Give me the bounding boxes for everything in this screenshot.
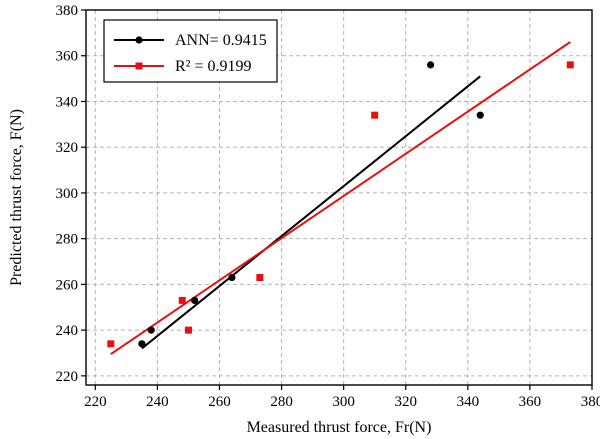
data-point-series-2 <box>566 61 574 69</box>
x-tick-label: 300 <box>332 394 355 410</box>
grid <box>86 10 592 385</box>
y-tick-label: 220 <box>56 369 79 385</box>
axis-ticks: 220 240 260 280 300 320 340 360 380 220 240 260 280 3… <box>56 3 600 410</box>
y-axis-title: Predicted thrust force, F(N) <box>8 109 25 286</box>
data-point-series-1 <box>426 61 435 69</box>
data-point-series-2 <box>178 296 186 304</box>
y-tick-label: 360 <box>56 49 79 65</box>
x-tick-label: 220 <box>84 394 107 410</box>
x-tick-label: 320 <box>394 394 417 410</box>
y-tick-label: 240 <box>56 323 79 339</box>
legend-label-series-2: R² = 0.9199 <box>175 58 252 75</box>
data-point-series-2 <box>256 274 264 282</box>
fit-lines <box>110 41 571 355</box>
x-tick-label: 280 <box>270 394 293 410</box>
y-tick-label: 340 <box>56 94 79 110</box>
fit-line-series-2 <box>110 41 571 355</box>
y-tick-label: 280 <box>56 232 79 248</box>
data-point-series-2 <box>107 340 115 348</box>
plot-frame <box>85 9 593 386</box>
fit-line-series-1 <box>141 75 481 350</box>
x-tick-label: 240 <box>146 394 169 410</box>
data-points <box>107 61 574 348</box>
data-point-series-1 <box>138 340 146 348</box>
legend-marker-series-2 <box>135 62 143 70</box>
data-point-series-1 <box>228 273 236 282</box>
y-tick-label: 300 <box>56 186 79 202</box>
legend: ANN= 0.9415 R² = 0.9199 <box>103 19 278 83</box>
legend-marker-series-1 <box>135 36 143 44</box>
legend-label-series-1: ANN= 0.9415 <box>175 32 267 49</box>
data-point-series-1 <box>191 296 199 304</box>
x-tick-label: 360 <box>519 394 542 410</box>
x-tick-label: 380 <box>581 394 600 410</box>
x-tick-label: 340 <box>457 394 480 410</box>
data-point-series-2 <box>184 326 192 334</box>
y-tick-label: 380 <box>56 3 79 19</box>
data-point-series-2 <box>371 111 379 119</box>
x-tick-label: 260 <box>208 394 231 410</box>
y-tick-label: 260 <box>56 277 79 293</box>
x-axis-title: Measured thrust force, Fr(N) <box>247 419 432 436</box>
y-tick-label: 320 <box>56 140 79 156</box>
data-point-series-1 <box>476 111 484 119</box>
legend-box <box>103 19 278 83</box>
data-point-series-1 <box>147 326 155 334</box>
